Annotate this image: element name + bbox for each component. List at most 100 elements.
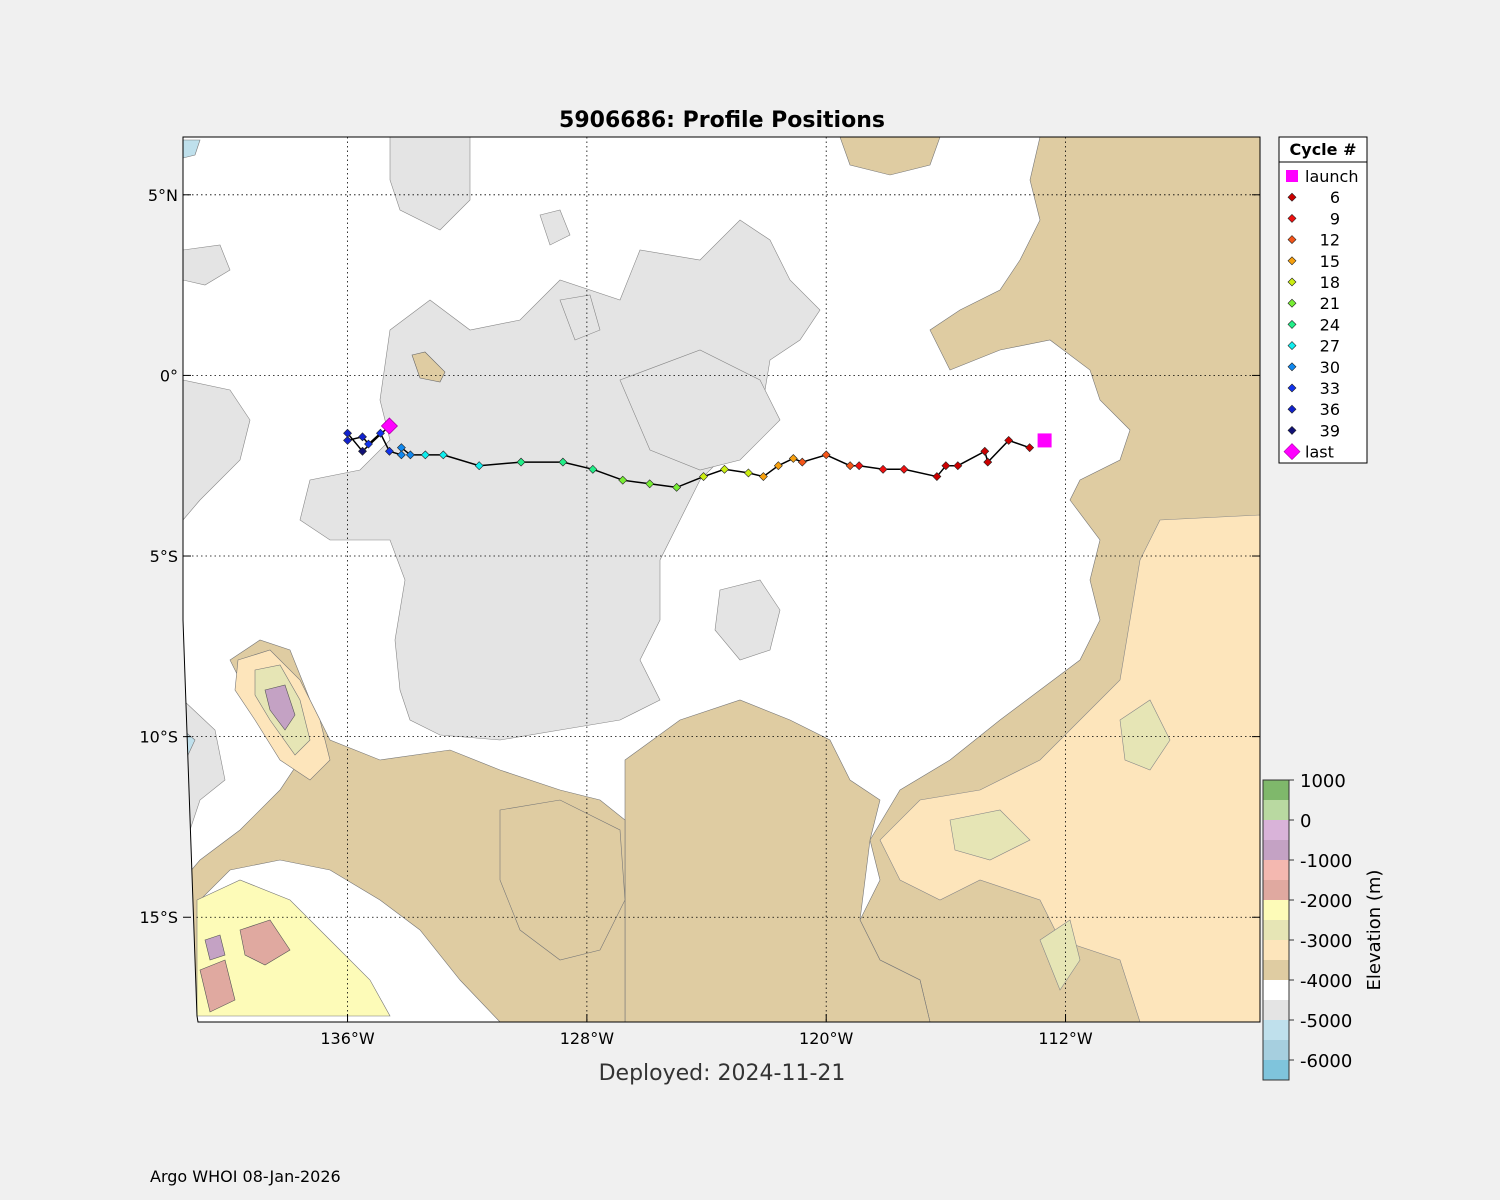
seamount-sw-pink bbox=[239, 919, 291, 966]
profile-point-cycle-13 bbox=[797, 457, 807, 467]
legend-marker-15 bbox=[1287, 256, 1297, 266]
colorbar-swatch bbox=[1263, 940, 1289, 961]
colorbar-swatch bbox=[1263, 840, 1289, 861]
lat-tick-label: 10°S bbox=[139, 728, 178, 747]
ridge-patch-green-3 bbox=[1039, 919, 1081, 991]
profile-point-cycle-22 bbox=[618, 475, 628, 485]
colorbar-label: Elevation (m) bbox=[1364, 870, 1385, 991]
deep-region-west bbox=[183, 379, 251, 521]
footer-credit: Argo WHOI 08-Jan-2026 bbox=[150, 1167, 341, 1186]
profile-point-cycle-12 bbox=[821, 450, 831, 460]
legend-marker-30 bbox=[1287, 362, 1297, 372]
profile-point-cycle-24 bbox=[558, 457, 568, 467]
seamount-ridge-core bbox=[264, 684, 296, 731]
profile-point-cycle-33 bbox=[376, 428, 385, 438]
profile-point-cycle-19 bbox=[699, 472, 708, 481]
profile-point-cycle-29 bbox=[405, 450, 415, 460]
colorbar-tick-label: -6000 bbox=[1300, 1051, 1352, 1072]
lon-tick-label: 112°W bbox=[1038, 1029, 1093, 1048]
profile-point-cycle-27 bbox=[438, 450, 448, 460]
lat-tick-label: 0° bbox=[160, 366, 178, 385]
legend-marker-9 bbox=[1287, 213, 1297, 223]
profile-point-cycle-31 bbox=[396, 450, 406, 460]
profile-point-cycle-3 bbox=[983, 457, 993, 467]
colorbar: 1000 0 -1000 -2000 -3000 -4000 -5000 -6000 Elev… bbox=[1262, 771, 1385, 1081]
profile-point-cycle-1 bbox=[1025, 443, 1035, 453]
shallow-region-south bbox=[624, 699, 931, 1022]
seamount-sw-purple bbox=[204, 934, 226, 961]
legend-label-18: 18 bbox=[1320, 273, 1340, 292]
profile-point-cycle-25 bbox=[516, 457, 526, 467]
seamount-sw-pink-2 bbox=[199, 959, 236, 1013]
last-position-marker bbox=[380, 417, 398, 435]
profile-point-cycle-9 bbox=[878, 464, 888, 474]
legend-marker-36 bbox=[1287, 404, 1297, 414]
deep-region-small-2 bbox=[559, 294, 601, 341]
legend-label-12: 12 bbox=[1320, 231, 1340, 250]
profile-point-cycle-16 bbox=[758, 472, 768, 481]
lat-tick-label: 15°S bbox=[139, 908, 178, 927]
bathymetry-layer bbox=[183, 137, 1260, 1022]
colorbar-tick-label: -1000 bbox=[1300, 851, 1352, 872]
profile-point-cycle-32 bbox=[385, 446, 394, 456]
colorbar-swatch bbox=[1263, 900, 1289, 921]
legend-label-36: 36 bbox=[1320, 400, 1340, 419]
profile-point-cycle-23 bbox=[588, 464, 598, 474]
deep-region-small-1 bbox=[539, 209, 571, 246]
legend-marker-last bbox=[1283, 443, 1301, 461]
lat-tick-label: 5°N bbox=[148, 186, 178, 205]
lon-tick-label: 120°W bbox=[799, 1029, 854, 1048]
colorbar-tick-label: -5000 bbox=[1300, 1011, 1352, 1032]
deep-region-north bbox=[389, 137, 471, 231]
colorbar-swatch bbox=[1263, 880, 1289, 901]
profile-point-cycle-26 bbox=[474, 461, 484, 471]
deep-region-east-patch bbox=[714, 579, 781, 661]
legend-marker-33 bbox=[1287, 383, 1297, 393]
profile-point-cycle-34 bbox=[364, 439, 373, 449]
profile-point-cycle-6 bbox=[941, 461, 951, 471]
seamount-sw-yellow bbox=[196, 879, 391, 1017]
profile-point-cycle-18 bbox=[720, 464, 729, 474]
legend-marker-24 bbox=[1287, 319, 1297, 329]
legend-marker-launch bbox=[1286, 170, 1298, 182]
deep-region-nw bbox=[183, 244, 231, 286]
legend-entries: launch 6 9 12 15 18 21 24 27 30 33 36 39 last bbox=[1283, 167, 1358, 462]
colorbar-swatch bbox=[1263, 1020, 1289, 1041]
grid-lines bbox=[183, 137, 1260, 1022]
legend-label-9: 9 bbox=[1330, 209, 1340, 228]
profile-point-cycle-20 bbox=[672, 482, 682, 492]
deployed-date: Deployed: 2024-11-21 bbox=[599, 1061, 846, 1086]
profile-point-cycle-4 bbox=[980, 446, 990, 456]
legend-marker-12 bbox=[1287, 235, 1297, 245]
colorbar-tick-label: 0 bbox=[1300, 811, 1311, 832]
profile-point-cycle-10 bbox=[854, 461, 864, 471]
profile-point-cycle-21 bbox=[645, 479, 655, 489]
legend-label-21: 21 bbox=[1320, 294, 1340, 313]
legend-title: Cycle # bbox=[1290, 140, 1357, 159]
legend-label-30: 30 bbox=[1320, 358, 1340, 377]
legend-marker-21 bbox=[1287, 298, 1297, 308]
legend-marker-18 bbox=[1287, 277, 1297, 287]
colorbar-tick-label: -4000 bbox=[1300, 971, 1352, 992]
legend-label-last: last bbox=[1305, 443, 1334, 462]
lon-tick-label: 128°W bbox=[560, 1029, 615, 1048]
profile-point-cycle-38 bbox=[358, 446, 367, 456]
profile-point-cycle-7 bbox=[932, 472, 942, 481]
colorbar-swatch bbox=[1263, 800, 1289, 821]
legend-label-27: 27 bbox=[1320, 337, 1340, 356]
colorbar-swatch bbox=[1263, 1040, 1289, 1061]
colorbar-swatch bbox=[1263, 980, 1289, 1001]
legend-label-6: 6 bbox=[1330, 188, 1340, 207]
colorbar-tick-label: -2000 bbox=[1300, 891, 1352, 912]
legend-label-33: 33 bbox=[1320, 379, 1340, 398]
ridge-patch-green-1 bbox=[1119, 699, 1171, 771]
colorbar-swatch bbox=[1263, 1060, 1289, 1081]
colorbar-tick-labels: 1000 0 -1000 -2000 -3000 -4000 -5000 -6000 bbox=[1289, 771, 1352, 1072]
legend-marker-39 bbox=[1287, 425, 1297, 435]
colorbar-swatch bbox=[1263, 1000, 1289, 1021]
launch-marker bbox=[1037, 433, 1052, 448]
deep-region-ne bbox=[619, 349, 781, 471]
profile-point-cycle-15 bbox=[773, 461, 783, 471]
ridge-patch-green-2 bbox=[949, 809, 1031, 861]
longitude-tick-labels: 136°W 128°W 120°W 112°W bbox=[320, 1014, 1093, 1048]
